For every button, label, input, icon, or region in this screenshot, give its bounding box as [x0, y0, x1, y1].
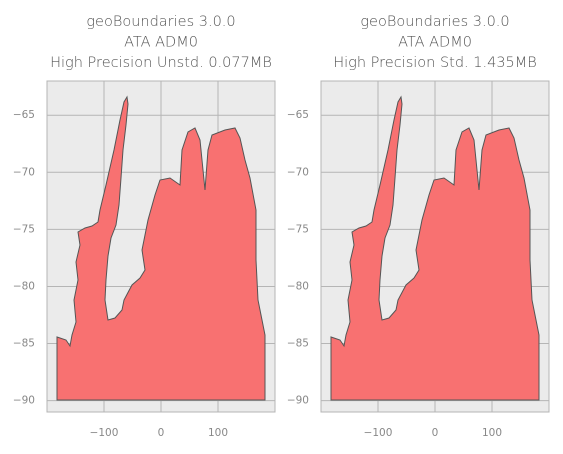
y-tick-label: −70	[287, 166, 309, 178]
chart-title: ATA ADM0	[398, 35, 472, 51]
x-tick-label: 100	[482, 427, 502, 439]
chart-title: High Precision Unstd. 0.077MB	[50, 55, 272, 71]
y-tick-label: −75	[287, 223, 309, 235]
y-tick-label: −90	[287, 395, 309, 407]
x-tick-label: −100	[90, 427, 119, 439]
y-tick-label: −80	[287, 280, 309, 292]
chart-title: geoBoundaries 3.0.0	[86, 14, 235, 30]
x-tick-label: 0	[432, 427, 439, 439]
y-tick-label: −85	[13, 338, 35, 350]
y-tick-label: −80	[13, 280, 35, 292]
y-tick-label: −65	[13, 109, 35, 121]
chart-title: geoBoundaries 3.0.0	[360, 14, 509, 30]
y-tick-label: −90	[13, 395, 35, 407]
y-tick-label: −85	[287, 338, 309, 350]
x-tick-label: 0	[158, 427, 165, 439]
chart-title: ATA ADM0	[124, 35, 198, 51]
y-tick-label: −65	[287, 109, 309, 121]
x-tick-label: 100	[208, 427, 228, 439]
y-tick-label: −75	[13, 223, 35, 235]
chart-title: High Precision Std. 1.435MB	[333, 55, 537, 71]
x-tick-label: −100	[364, 427, 393, 439]
y-tick-label: −70	[13, 166, 35, 178]
